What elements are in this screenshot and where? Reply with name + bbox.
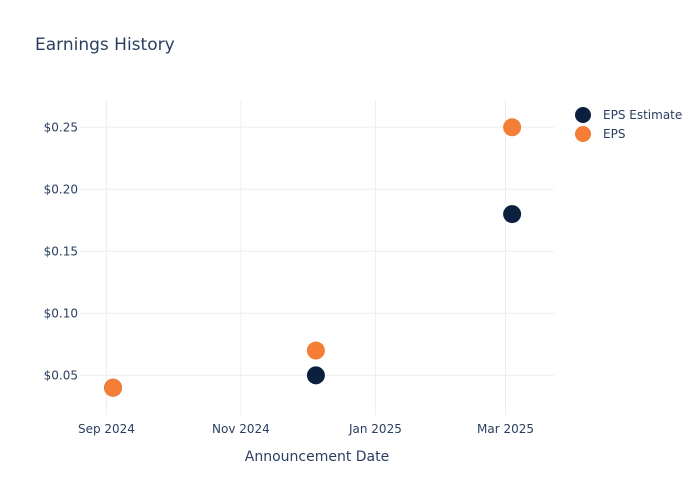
y-tick-label: $0.10 xyxy=(44,306,78,320)
legend[interactable]: EPS Estimate EPS xyxy=(575,107,682,142)
chart-title: Earnings History xyxy=(35,35,175,55)
data-point[interactable] xyxy=(503,118,522,137)
grid xyxy=(80,100,554,415)
legend-marker xyxy=(575,126,591,142)
legend-label: EPS Estimate xyxy=(603,108,682,122)
x-tick-label: Nov 2024 xyxy=(212,422,270,436)
y-tick-label: $0.20 xyxy=(44,182,78,196)
series-eps xyxy=(104,118,522,397)
legend-label: EPS xyxy=(603,127,625,141)
data-points xyxy=(104,118,522,397)
data-point[interactable] xyxy=(104,378,123,397)
data-point[interactable] xyxy=(306,341,325,360)
x-tick-label: Mar 2025 xyxy=(477,422,534,436)
series-eps-estimate xyxy=(104,205,522,397)
x-axis-ticks: Sep 2024 Nov 2024 Jan 2025 Mar 2025 xyxy=(78,422,534,436)
x-axis-title: Announcement Date xyxy=(245,449,389,465)
data-point[interactable] xyxy=(306,366,325,385)
y-tick-label: $0.15 xyxy=(44,244,78,258)
x-tick-label: Jan 2025 xyxy=(348,422,402,436)
y-tick-label: $0.05 xyxy=(44,368,78,382)
legend-marker xyxy=(575,107,591,123)
x-tick-label: Sep 2024 xyxy=(78,422,135,436)
data-point[interactable] xyxy=(503,205,522,224)
legend-item[interactable]: EPS Estimate xyxy=(575,107,682,123)
legend-item[interactable]: EPS xyxy=(575,126,625,142)
y-tick-label: $0.25 xyxy=(44,120,78,134)
y-axis-ticks: $0.05 $0.10 $0.15 $0.20 $0.25 xyxy=(44,120,78,382)
